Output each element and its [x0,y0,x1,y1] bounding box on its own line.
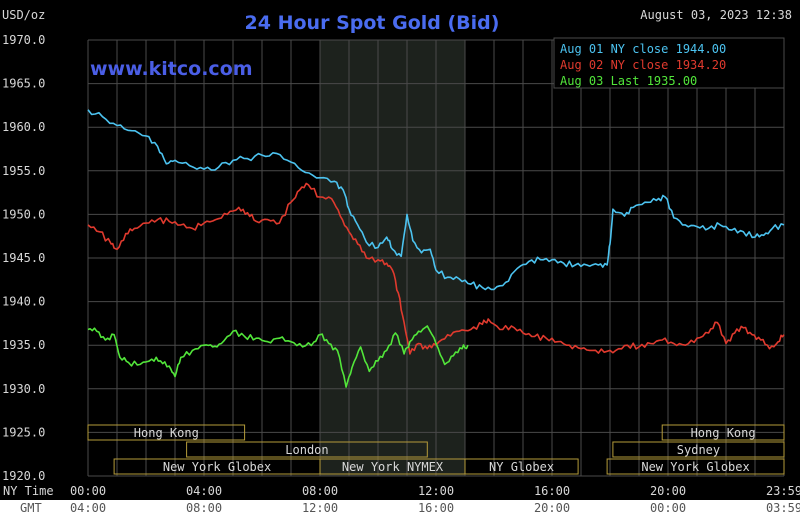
gmt-label: GMT [20,501,42,515]
x-tick-label-ny: 23:59 [766,484,800,498]
session-box [464,458,579,475]
session-box [87,424,246,441]
legend-aug03: Aug 03 Last 1935.00 [560,74,697,88]
session-box [606,458,785,475]
x-tick-label-gmt: 04:00 [70,501,106,515]
series-lines [87,109,785,388]
session-box [186,441,428,458]
x-tick-labels: 00:00 04:00 08:00 12:00 16:00 20:00 23:59 04:00… [70,484,800,515]
grid-layer [87,39,785,477]
y-unit-label: USD/oz [2,8,45,22]
x-tick-label-ny: 04:00 [186,484,222,498]
legend-aug01: Aug 01 NY close 1944.00 [560,42,726,56]
y-tick-label: 1925.0 [2,425,45,439]
series-line-aug03 [87,325,469,388]
session-box [612,441,785,458]
session-label: Hong Kong [691,426,756,440]
series-line-aug01 [87,109,785,291]
x-tick-label-ny: 12:00 [418,484,454,498]
session-label: NY Globex [489,460,554,474]
y-tick-label: 1940.0 [2,295,45,309]
series-line-aug02 [87,182,785,355]
session-bars: Hong Kong Hong Kong London Sydney New York G… [87,424,785,475]
ny-time-label: NY Time [3,484,54,498]
x-tick-label-ny: 16:00 [534,484,570,498]
x-tick-label-gmt: 08:00 [186,501,222,515]
session-label: New York Globex [163,460,271,474]
y-tick-label: 1935.0 [2,338,45,352]
session-label: New York NYMEX [342,460,444,474]
session-label: New York Globex [641,460,749,474]
y-tick-label: 1930.0 [2,382,45,396]
y-tick-label: 1965.0 [2,77,45,91]
session-label: Hong Kong [134,426,199,440]
y-tick-label: 1960.0 [2,120,45,134]
x-tick-label-gmt: 00:00 [650,501,686,515]
x-tick-label-gmt: 12:00 [302,501,338,515]
session-label: London [285,443,328,457]
y-tick-label: 1945.0 [2,251,45,265]
legend-box [553,37,785,89]
session-label: Sydney [677,443,720,457]
datetime-stamp: August 03, 2023 12:38 [640,8,792,22]
y-tick-labels: 1970.0 1965.0 1960.0 1955.0 1950.0 1945.0 1940… [2,33,45,483]
y-tick-label: 1955.0 [2,164,45,178]
y-tick-label: 1950.0 [2,207,45,221]
x-tick-label-gmt: 20:00 [534,501,570,515]
watermark: www.kitco.com [90,58,253,80]
x-tick-label-gmt: 16:00 [418,501,454,515]
x-tick-label-ny: 20:00 [650,484,686,498]
x-tick-label-ny: 00:00 [70,484,106,498]
y-tick-label: 1970.0 [2,33,45,47]
y-tick-label: 1920.0 [2,469,45,483]
session-box [661,424,785,441]
chart-title: 24 Hour Spot Gold (Bid) [245,12,500,34]
legend-aug02: Aug 02 NY close 1934.20 [560,58,726,72]
x-tick-label-ny: 08:00 [302,484,338,498]
legend: Aug 01 NY close 1944.00 Aug 02 NY close … [553,37,785,89]
x-tick-label-gmt: 03:59 [766,501,800,515]
